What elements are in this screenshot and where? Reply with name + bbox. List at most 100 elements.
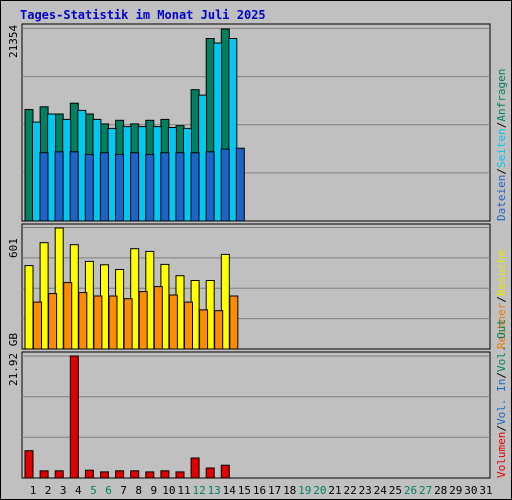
bar-dateien-day-9 (160, 152, 170, 222)
bar-dateien-day-12 (205, 151, 215, 222)
bar-volumen-day-3 (54, 470, 64, 479)
bar-volumen-day-14 (220, 464, 230, 479)
x-tick-label: 30 (464, 484, 477, 497)
x-tick-label: 29 (449, 484, 462, 497)
legend-separator: / (495, 372, 508, 379)
bar-volumen-day-13 (205, 467, 215, 479)
legend-entry: Anfragen (495, 69, 508, 122)
bar-volumen-day-10 (160, 470, 170, 479)
x-tick-label: 24 (374, 484, 388, 497)
bar-rechner-day-4 (78, 292, 88, 350)
x-tick-label: 19 (298, 484, 311, 497)
bar-volumen-day-4 (69, 355, 79, 479)
hits-panel: 21354 (7, 23, 491, 222)
x-tick-label: 8 (135, 484, 142, 497)
bar-volumen-day-9 (145, 471, 155, 479)
bar-dateien-day-1 (39, 152, 49, 222)
bar-seiten-day-12 (198, 94, 208, 222)
bar-volumen-day-8 (130, 470, 140, 479)
bar-dateien-day-13 (220, 148, 230, 222)
x-tick-label: 15 (238, 484, 251, 497)
x-tick-label: 17 (268, 484, 281, 497)
bar-seiten-day-8 (137, 126, 147, 222)
x-tick-label: 27 (419, 484, 432, 497)
bar-dateien-day-14 (235, 147, 245, 222)
legend-entry: Rechner (495, 302, 508, 349)
bar-rechner-day-13 (214, 310, 224, 350)
legend-entry: Dateien (495, 175, 508, 221)
legend-separator: / (495, 296, 508, 303)
volume-panel: 21.92 GB (7, 333, 491, 479)
legend-visits-panel: Rechner/Besuche (495, 250, 508, 349)
legend-separator: / (495, 425, 508, 432)
bar-rechner-day-6 (108, 295, 118, 350)
x-tick-label: 31 (479, 484, 492, 497)
bar-rechner-day-11 (184, 301, 193, 350)
x-tick-label: 25 (389, 484, 402, 497)
bar-seiten-day-3 (62, 118, 72, 222)
x-tick-label: 5 (90, 484, 97, 497)
x-tick-label: 6 (105, 484, 112, 497)
x-tick-label: 1 (30, 484, 37, 497)
bar-seiten-day-14 (228, 38, 238, 222)
bar-dateien-day-8 (145, 154, 155, 222)
x-tick-label: 12 (192, 484, 205, 497)
bar-rechner-day-12 (199, 309, 209, 350)
bar-seiten-day-9 (152, 126, 162, 222)
bar-seiten-day-6 (107, 127, 117, 222)
bar-rechner-day-14 (229, 295, 239, 350)
bar-anfragen-day-1 (24, 109, 34, 222)
x-tick-label: 16 (253, 484, 266, 497)
legend-separator: / (495, 168, 508, 175)
bar-seiten-day-5 (92, 118, 102, 222)
bar-dateien-day-2 (54, 151, 64, 222)
bar-dateien-day-7 (130, 152, 140, 222)
x-tick-label: 14 (223, 484, 237, 497)
x-tick-label: 3 (60, 484, 67, 497)
bar-seiten-day-13 (213, 42, 223, 222)
x-tick-label: 21 (328, 484, 341, 497)
legend-entry: Seiten (495, 128, 508, 168)
legend-hits-panel: Dateien/Seiten/Anfragen (495, 69, 508, 221)
bar-seiten-day-10 (167, 127, 177, 222)
bar-seiten-day-1 (32, 121, 41, 222)
bar-volumen-day-5 (84, 469, 94, 479)
bar-dateien-day-4 (84, 154, 94, 222)
bar-dateien-day-6 (115, 154, 124, 222)
bar-seiten-day-11 (183, 127, 192, 222)
x-tick-label: 11 (177, 484, 190, 497)
x-tick-label: 23 (359, 484, 372, 497)
bar-rechner-day-9 (153, 286, 163, 350)
bar-seiten-day-2 (47, 113, 57, 222)
bar-rechner-day-3 (63, 282, 73, 350)
x-tick-label: 20 (313, 484, 326, 497)
bar-rechner-day-8 (138, 291, 148, 350)
x-tick-label: 13 (208, 484, 221, 497)
x-tick-label: 9 (150, 484, 157, 497)
bar-rechner-day-7 (123, 298, 133, 350)
y-tick-label: 601 (7, 238, 20, 258)
y-tick-label: 21354 (7, 25, 20, 58)
y-tick-label: 21.92 GB (7, 333, 20, 386)
bar-volumen-day-7 (115, 470, 125, 479)
bar-volumen-day-11 (175, 471, 185, 479)
legend-entry: Vol. In (495, 379, 508, 425)
legend-volume-panel: Volumen/Vol. In/Vol. Out (495, 319, 508, 478)
x-tick-label: 2 (45, 484, 52, 497)
legend-entry: Vol. Out (495, 319, 508, 372)
bar-seiten-day-4 (77, 109, 87, 222)
x-tick-label: 4 (75, 484, 82, 497)
bar-volumen-day-1 (24, 450, 34, 479)
bar-rechner-day-1 (33, 301, 42, 350)
legend-entry: Volumen (495, 432, 508, 478)
bar-dateien-day-11 (190, 152, 200, 222)
x-tick-label: 7 (120, 484, 127, 497)
x-tick-label: 18 (283, 484, 296, 497)
chart-title: Tages-Statistik im Monat Juli 2025 (20, 8, 266, 22)
bar-besuche-day-1 (24, 265, 34, 350)
x-tick-label: 22 (343, 484, 356, 497)
legend-separator: / (495, 122, 508, 129)
bar-seiten-day-7 (122, 126, 132, 222)
bar-volumen-day-2 (39, 470, 49, 479)
